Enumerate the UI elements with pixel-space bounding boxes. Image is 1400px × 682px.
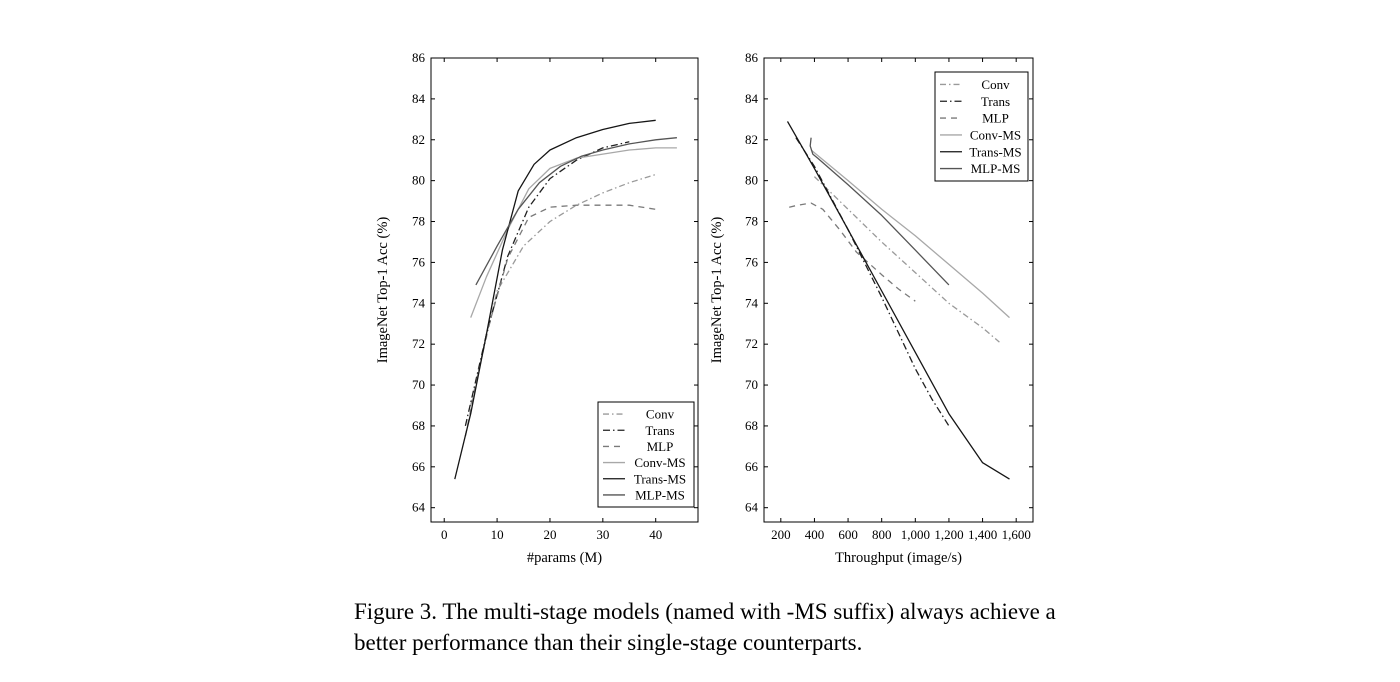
legend-label-mlp: MLP bbox=[982, 111, 1009, 126]
figure-caption: Figure 3. The multi-stage models (named … bbox=[354, 599, 1056, 655]
y-tick-label: 70 bbox=[745, 377, 758, 392]
series-line-trans bbox=[795, 137, 950, 427]
legend-label-trans: Trans bbox=[981, 94, 1010, 109]
x-tick-label: 600 bbox=[838, 527, 858, 542]
plot-frame bbox=[763, 57, 1034, 523]
x-tick-label: 1,200 bbox=[934, 527, 963, 542]
legend-box bbox=[597, 401, 695, 508]
x-tick-label: 30 bbox=[596, 527, 609, 542]
legend-label-trans-ms: Trans-MS bbox=[969, 144, 1021, 159]
legend-box bbox=[934, 71, 1029, 182]
legend-label-trans-ms: Trans-MS bbox=[634, 471, 686, 486]
legend-label-conv: Conv bbox=[646, 407, 675, 422]
y-tick-label: 80 bbox=[745, 173, 758, 188]
legend-label-conv-ms: Conv-MS bbox=[970, 127, 1021, 142]
legend-label-trans: Trans bbox=[645, 423, 674, 438]
series-line-mlp-ms bbox=[475, 137, 677, 286]
series-line-trans-ms bbox=[786, 121, 1010, 480]
series-line-conv-ms bbox=[810, 149, 1010, 319]
chart-panel-2: 64 66 68 70 72 74 76 78 80 82 84 86 200 400 600 800 1,00… bbox=[709, 50, 1034, 566]
series-line-mlp bbox=[464, 204, 656, 437]
legend-label-mlp-ms: MLP-MS bbox=[635, 487, 685, 502]
y-tick-label: 72 bbox=[745, 336, 758, 351]
series-line-trans bbox=[464, 141, 630, 427]
chart-panel-1: 64 66 68 70 72 74 76 78 80 82 84 86 0 10 20 30 40 #params… bbox=[375, 50, 699, 566]
series-line-mlp-ms bbox=[809, 137, 950, 286]
x-tick-label: 200 bbox=[771, 527, 791, 542]
y-tick-label: 74 bbox=[412, 295, 426, 310]
x-tick-label: 800 bbox=[872, 527, 892, 542]
y-tick-label: 78 bbox=[745, 214, 758, 229]
x-tick-label: 1,400 bbox=[968, 527, 997, 542]
y-tick-label: 76 bbox=[412, 254, 426, 269]
y-tick-label: 64 bbox=[412, 500, 426, 515]
y-tick-label: 66 bbox=[745, 459, 759, 474]
y-tick-label: 78 bbox=[412, 214, 425, 229]
series-line-conv bbox=[813, 176, 1000, 343]
y-tick-label: 64 bbox=[745, 500, 759, 515]
y-axis-label: ImageNet Top-1 Acc (%) bbox=[709, 217, 725, 364]
x-tick-label: 0 bbox=[441, 527, 448, 542]
legend-label-conv-ms: Conv-MS bbox=[634, 455, 685, 470]
x-tick-label: 40 bbox=[649, 527, 662, 542]
y-tick-label: 86 bbox=[745, 50, 759, 65]
y-tick-label: 82 bbox=[412, 132, 425, 147]
y-tick-label: 84 bbox=[745, 91, 759, 106]
y-tick-label: 72 bbox=[412, 336, 425, 351]
legend-label-conv: Conv bbox=[981, 77, 1010, 92]
x-tick-label: 10 bbox=[491, 527, 504, 542]
x-tick-label: 400 bbox=[805, 527, 825, 542]
x-tick-label: 20 bbox=[543, 527, 556, 542]
y-tick-label: 84 bbox=[412, 91, 426, 106]
y-tick-label: 76 bbox=[745, 254, 759, 269]
x-tick-label: 1,000 bbox=[901, 527, 930, 542]
legend-label-mlp: MLP bbox=[647, 439, 674, 454]
y-tick-label: 74 bbox=[745, 295, 759, 310]
plot-frame bbox=[430, 57, 699, 523]
series-line-conv bbox=[470, 173, 656, 406]
y-tick-label: 68 bbox=[745, 418, 758, 433]
series-line-mlp bbox=[789, 202, 916, 302]
x-tick-label: 1,600 bbox=[1002, 527, 1031, 542]
series-line-trans-ms bbox=[454, 119, 656, 480]
series-line-conv-ms bbox=[470, 147, 677, 318]
y-tick-label: 68 bbox=[412, 418, 425, 433]
y-tick-label: 70 bbox=[412, 377, 425, 392]
legend-label-mlp-ms: MLP-MS bbox=[971, 161, 1021, 176]
x-axis-label: Throughput (image/s) bbox=[835, 550, 962, 566]
y-tick-label: 66 bbox=[412, 459, 426, 474]
y-tick-label: 80 bbox=[412, 173, 425, 188]
y-tick-label: 82 bbox=[745, 132, 758, 147]
y-axis-label: ImageNet Top-1 Acc (%) bbox=[375, 217, 391, 364]
y-tick-label: 86 bbox=[412, 50, 426, 65]
x-axis-label: #params (M) bbox=[527, 550, 602, 566]
